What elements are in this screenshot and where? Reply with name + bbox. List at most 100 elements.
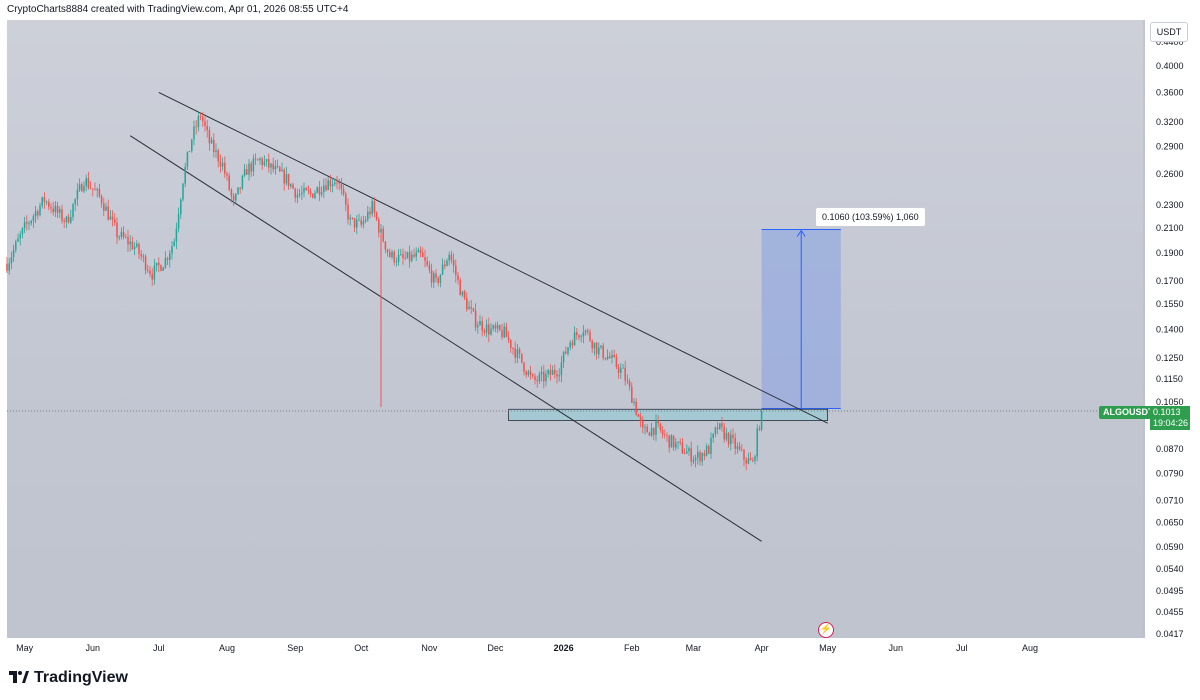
candle-body [591,340,593,349]
candle-body [54,205,57,213]
bar-countdown: 19:04:26 [1153,418,1189,428]
candle-body [312,193,314,198]
candle-body [114,218,116,223]
candle-body [485,324,488,333]
candle-body [122,231,125,237]
candle-body [305,187,307,191]
y-tick-label: 0.0495 [1156,586,1184,596]
candle-body [602,345,604,358]
candle-body [43,197,46,202]
y-tick-label: 0.0870 [1156,444,1184,454]
candle-body [274,165,277,170]
time-scale-panel [7,638,1194,661]
tradingview-logo-icon[interactable] [9,670,29,686]
y-tick-label: 0.0710 [1156,495,1184,505]
candle-body [505,326,508,338]
candle-body [107,206,109,220]
x-tick-label: Jun [889,643,904,653]
candle-body [598,347,600,355]
candle-body [169,253,171,260]
candle-body [472,308,475,311]
candle-body [688,448,690,452]
candle-body [745,459,747,464]
currency-unit-label[interactable]: USDT [1150,22,1188,42]
candle-body [226,173,228,176]
candle-body [85,178,87,187]
candle-body [239,187,241,189]
candle-body [213,139,215,153]
candle-body [661,430,664,435]
candle-body [30,220,32,224]
candle-body [617,367,620,373]
candle-body [45,201,48,203]
candle-body [26,222,28,224]
candle-body [111,216,114,219]
x-tick-label: Dec [487,643,504,653]
candle-body [446,260,448,266]
candle-body [129,241,131,245]
candle-body [536,379,538,382]
candle-body [136,243,138,247]
lightning-icon[interactable]: ⚡ [818,622,834,638]
candle-body [635,401,637,415]
candle-body [261,158,263,166]
candle-body [694,457,697,460]
candle-body [171,246,173,254]
candle-body [474,310,477,328]
x-tick-label: May [819,643,837,653]
candle-body [626,380,629,382]
candle-body [714,427,717,434]
candle-body [259,158,261,161]
candle-body [692,459,695,462]
candle-body [301,192,303,195]
candle-body [265,159,268,162]
candle-body [477,325,479,328]
candle-body [342,188,345,195]
candle-body [576,332,578,336]
candle-body [78,184,81,190]
candle-body [309,191,312,194]
y-tick-label: 0.1900 [1156,248,1184,258]
candle-body [424,257,426,261]
tradingview-brand[interactable]: TradingView [34,669,128,686]
candle-body [199,116,202,117]
candle-body [650,427,653,436]
candle-body [147,270,149,271]
x-tick-label: Jul [153,643,165,653]
candle-body [188,151,191,152]
candle-body [334,182,336,185]
candle-body [59,209,61,213]
candle-body [600,345,602,348]
x-tick-label: Oct [354,643,369,653]
candle-body [752,460,754,462]
y-tick-label: 0.1150 [1156,374,1183,384]
candle-body [338,182,340,184]
candle-body [716,427,719,430]
candle-body [723,426,725,440]
candle-body [384,241,387,250]
candle-body [578,335,580,338]
candle-body [747,458,750,464]
candle-body [48,201,50,208]
candle-body [712,433,714,438]
candle-body [158,262,160,266]
candle-body [186,151,189,167]
candle-body [153,265,156,280]
measure-label: 0.1060 (103.59%) 1,060 [815,207,926,227]
candle-body [455,265,457,276]
candle-body [393,251,395,263]
candle-body [331,184,334,187]
candle-body [83,186,85,192]
candle-body [56,205,59,213]
candle-body [287,174,290,187]
candle-body [281,169,283,172]
candle-body [94,189,96,191]
candle-body [463,291,466,298]
candle-body [323,185,325,193]
candle-body [466,297,468,310]
candle-body [252,158,255,172]
channel-lower-line [129,135,762,542]
candle-body [217,150,219,162]
candle-body [263,161,266,166]
